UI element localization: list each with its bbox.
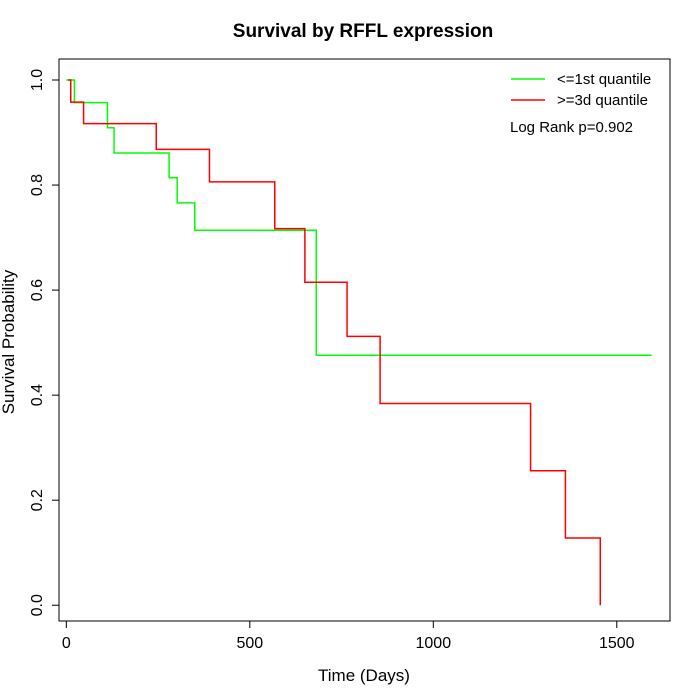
y-axis-label: Survival Probability <box>0 269 18 414</box>
y-tick-label: 0.0 <box>29 594 46 616</box>
legend-label-1: <=1st quantile <box>557 71 651 88</box>
chart-title: Survival by RFFL expression <box>233 21 493 42</box>
y-tick-label: 0.8 <box>29 174 46 196</box>
y-tick-label: 1.0 <box>29 69 46 91</box>
x-tick-label: 1000 <box>416 635 452 652</box>
x-axis-label: Time (Days) <box>318 666 410 685</box>
plot-frame <box>58 58 671 622</box>
y-tick-label: 0.2 <box>29 489 46 511</box>
y-tick-label: 0.6 <box>29 279 46 301</box>
logrank-annotation: Log Rank p=0.902 <box>510 119 633 136</box>
legend: <=1st quantile >=3d quantile <box>511 71 651 109</box>
series-line-2 <box>68 79 602 606</box>
y-axis: 0.0 0.2 0.4 0.6 0.8 1.0 <box>29 69 59 616</box>
x-tick-label: 0 <box>62 635 71 652</box>
x-tick-label: 1500 <box>599 635 635 652</box>
legend-label-2: >=3d quantile <box>557 92 648 109</box>
x-tick-label: 500 <box>236 635 263 652</box>
series-line-1 <box>66 79 652 356</box>
series-layer <box>66 79 652 606</box>
y-tick-label: 0.4 <box>29 384 46 406</box>
x-axis: 0 500 1000 1500 <box>62 620 635 652</box>
